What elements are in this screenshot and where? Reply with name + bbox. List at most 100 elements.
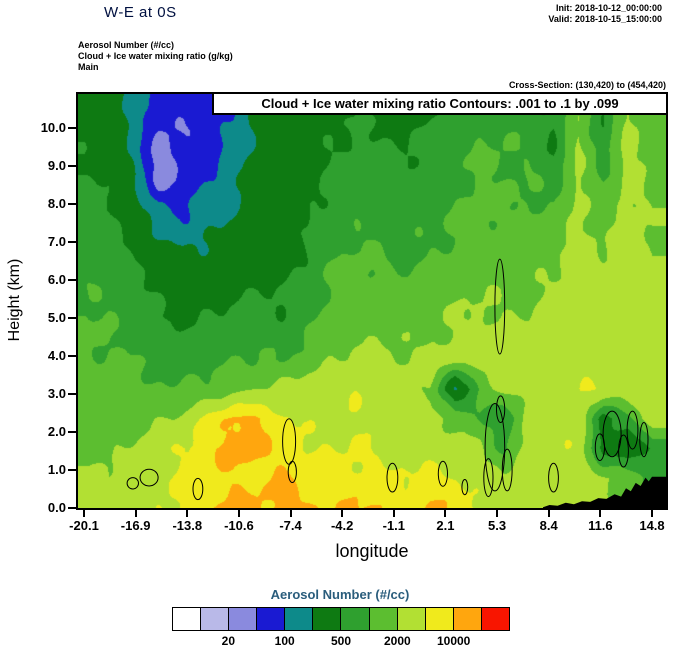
x-tick-label: 11.6 [588,518,613,533]
field-line-contour: Cloud + Ice water mixing ratio (g/kg) [78,51,233,61]
colorbar-title: Aerosol Number (#/cc) [270,587,410,602]
colorbar-tick-label: 100 [274,634,295,648]
contour-note: Cloud + Ice water mixing ratio Contours:… [212,94,666,115]
valid-time: Valid: 2018-10-15_15:00:00 [548,14,662,24]
cloud-contour [461,479,469,496]
x-tick-mark [186,510,189,517]
y-tick-label: 4.0 [47,348,66,363]
y-tick-mark [68,317,76,319]
colorbar-cell [228,607,258,631]
y-tick-label: 7.0 [47,234,66,249]
cloud-contour [139,468,159,487]
colorbar-cell [452,607,482,631]
x-tick-mark [289,510,292,517]
cloud-contour [501,448,513,492]
x-tick-mark [237,510,240,517]
colorbar-cell [480,607,510,631]
colorbar-tick-label: 10000 [436,634,471,648]
y-tick-label: 1.0 [47,462,66,477]
y-axis-label: Height (km) [6,258,23,342]
y-tick-label: 3.0 [47,386,66,401]
x-tick-label: 8.4 [539,518,558,533]
x-tick-label: -7.4 [279,518,302,533]
x-axis-label: longitude [335,541,409,561]
x-tick-mark [83,510,85,517]
colorbar-cell [424,607,454,631]
field-line-shaded: Aerosol Number (#/cc) [78,40,175,50]
cloud-contour [548,462,559,493]
cross-section-label: Cross-Section: (130,420) to (454,420) [508,80,666,90]
cloud-contour [192,477,204,501]
cloud-contour [386,462,399,493]
colorbar-cell [172,607,202,631]
colorbar-cell [396,607,426,631]
colorbar-cell [312,607,342,631]
cloud-contour [602,410,622,458]
x-tick-mark [599,510,602,517]
y-tick-label: 0.0 [47,500,66,515]
x-tick-label: -20.1 [69,518,99,533]
y-tick-mark [68,393,76,395]
x-tick-mark [444,510,447,517]
y-tick-mark [68,127,76,129]
page-title: W-E at 0S [104,4,177,21]
y-tick-mark [68,165,76,167]
colorbar-cell [256,607,286,631]
y-tick-mark [68,469,76,471]
x-tick-label: 14.8 [639,518,665,533]
cloud-contour [618,434,629,468]
x-tick-label: -10.6 [224,518,254,533]
y-tick-label: 2.0 [47,424,66,439]
cloud-contour [282,418,297,465]
cloud-contour [639,422,649,458]
y-tick-label: 9.0 [47,158,66,173]
y-tick-label: 10.0 [40,120,66,135]
y-tick-mark [68,431,76,433]
x-tick-mark [651,510,653,517]
x-tick-mark [392,510,395,517]
y-tick-mark [68,279,76,281]
filled-contour-field [78,94,666,508]
cloud-contour [494,258,506,355]
colorbar [172,607,510,631]
init-time: Init: 2018-10-12_00:00:00 [555,3,662,13]
cloud-contour [287,460,297,483]
x-tick-label: -4.2 [330,518,354,533]
x-tick-label: 5.3 [488,518,507,533]
cloud-contour [496,395,506,424]
x-tick-mark [547,510,550,517]
y-tick-label: 8.0 [47,196,66,211]
y-tick-mark [68,355,76,357]
x-tick-label: -13.8 [172,518,203,533]
terrain-silhouette [543,476,666,508]
x-tick-label: -16.9 [120,518,151,533]
x-tick-label: 2.1 [436,518,455,533]
field-descriptions: Aerosol Number (#/cc) Cloud + Ice water … [78,40,233,73]
colorbar-tick-label: 20 [221,634,235,648]
y-tick-mark [68,203,76,205]
plot-area: Cloud + Ice water mixing ratio Contours:… [76,92,668,510]
y-tick-label: 6.0 [47,272,66,287]
contour-overlay [126,258,666,508]
y-tick-label: 5.0 [47,310,66,325]
cloud-contour [483,458,494,498]
colorbar-tick-label: 500 [330,634,352,648]
y-tick-mark [68,507,76,509]
x-tick-label: -1.1 [382,518,406,533]
colorbar-cell [200,607,230,631]
cloud-contour [437,460,448,487]
cloud-contour [484,403,506,492]
field-line-grid: Main [78,62,99,72]
colorbar-cell [340,607,370,631]
x-tick-mark [496,510,499,517]
x-tick-mark [341,510,344,517]
x-tick-mark [134,510,137,517]
cloud-contour [626,410,639,450]
colorbar-cell [368,607,398,631]
y-tick-mark [68,241,76,243]
colorbar-cell [284,607,314,631]
colorbar-tick-label: 2000 [383,634,411,648]
cloud-contour [126,477,139,490]
run-times: Init: 2018-10-12_00:00:00 Valid: 2018-10… [548,3,662,25]
